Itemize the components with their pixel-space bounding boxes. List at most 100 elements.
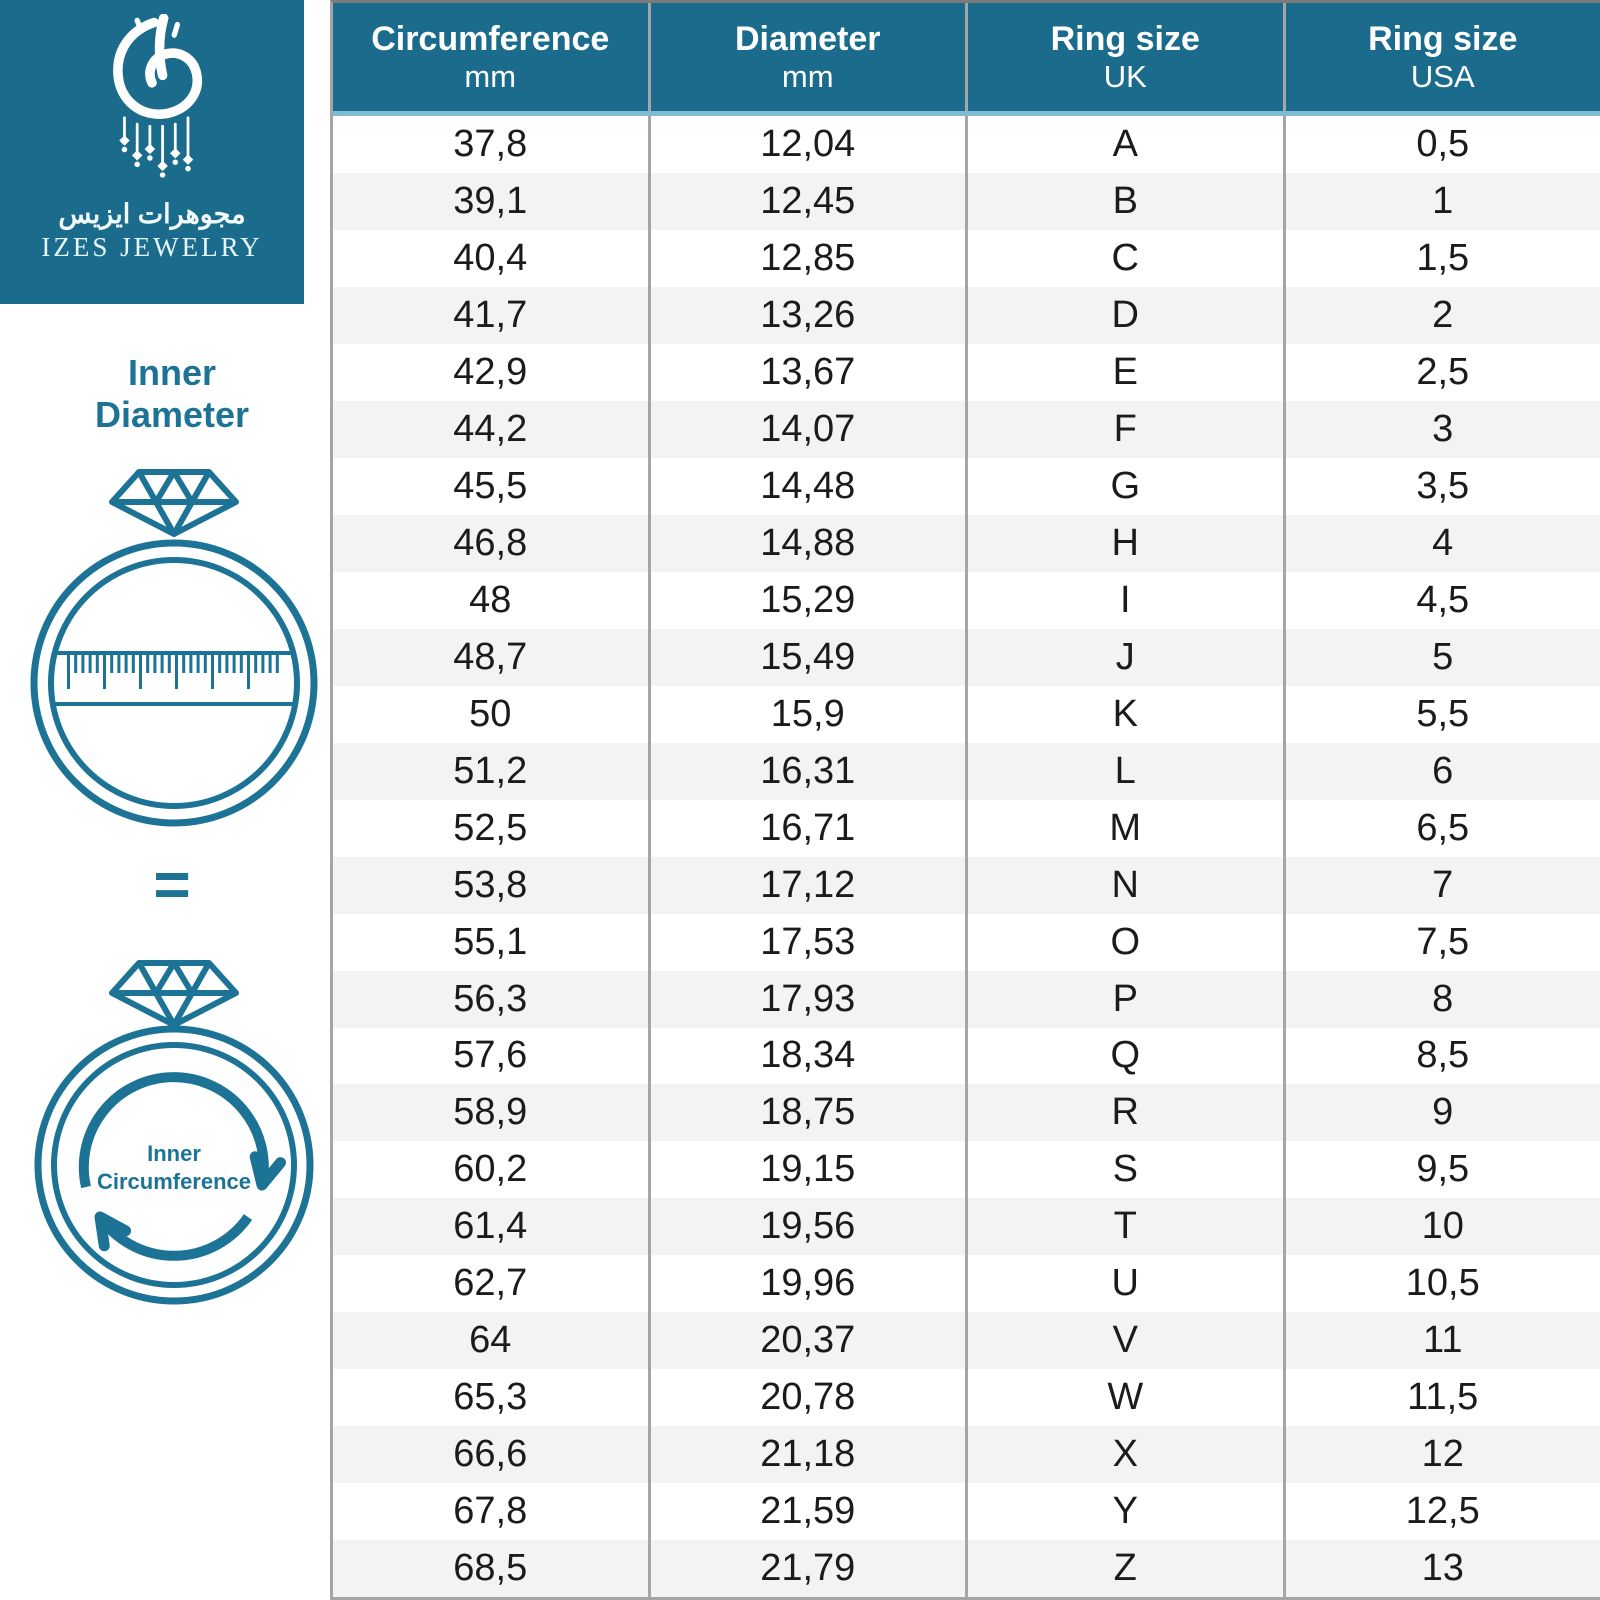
table-cell: 58,9 [453,1091,528,1134]
table-cell: 20,37 [647,1312,966,1370]
table-cell: 11,5 [1282,1369,1600,1427]
table-cell: 9,5 [1282,1141,1600,1199]
column-unit: mm [781,59,834,94]
table-row: 50 15,9 K 5,5 [333,685,1600,743]
table-cell: 61,4 [453,1205,528,1248]
table-cell: 6,5 [1282,799,1600,857]
table-cell: 14,07 [647,400,966,458]
table-cell: 3 [1282,400,1600,458]
brand-name-arabic: مجوهرات ايزيس [58,199,246,229]
table-cell: 41,7 [453,293,528,336]
table-cell: 19,56 [647,1198,966,1256]
table-cell: H [965,514,1283,572]
table-cell: Q [965,1027,1283,1085]
table-cell: 42,9 [453,350,528,393]
table-cell: 48,7 [453,635,528,678]
column-header-ring-size-usa: Ring size USA [1282,3,1600,111]
table-cell: 7,5 [1282,913,1600,971]
table-cell: J [965,628,1283,686]
table-row: 64 20,37 V 11 [333,1312,1600,1370]
ring-inner-diameter-icon [30,469,318,827]
table-row: 56,3 17,93 P 8 [333,970,1600,1028]
table-cell: Z [965,1540,1283,1598]
table-cell: 39,1 [453,179,528,222]
table-cell: 40,4 [453,236,528,279]
table-row: 66,6 21,18 X 12 [333,1426,1600,1484]
table-cell: 13,67 [647,343,966,401]
column-title: Circumference [371,20,610,58]
table-cell: 51,2 [453,749,528,792]
table-cell: 17,53 [647,913,966,971]
table-cell: 52,5 [453,806,528,849]
table-cell: 14,48 [647,457,966,515]
table-row: 45,5 14,48 G 3,5 [333,457,1600,515]
table-cell: S [965,1141,1283,1199]
table-row: 40,4 12,85 C 1,5 [333,229,1600,287]
table-cell: 1,5 [1282,229,1600,287]
table-cell: 8,5 [1282,1027,1600,1085]
table-cell: 9 [1282,1084,1600,1142]
table-row: 46,8 14,88 H 4 [333,514,1600,572]
table-cell: O [965,913,1283,971]
table-cell: Y [965,1483,1283,1541]
table-cell: R [965,1084,1283,1142]
table-cell: P [965,970,1283,1028]
table-cell: 48 [469,578,512,621]
table-cell: 2,5 [1282,343,1600,401]
table-cell: 62,7 [453,1262,528,1305]
table-cell: 20,78 [647,1369,966,1427]
table-row: 57,6 18,34 Q 8,5 [333,1027,1600,1085]
table-cell: 14,88 [647,514,966,572]
table-cell: 10,5 [1282,1255,1600,1313]
table-row: 67,8 21,59 Y 12,5 [333,1483,1600,1541]
table-header-row: Circumference mm Diameter mm Ring size U… [333,3,1600,116]
table-cell: 66,6 [453,1433,528,1476]
table-row: 55,1 17,53 O 7,5 [333,913,1600,971]
equals-sign: = [153,848,191,920]
table-row: 52,5 16,71 M 6,5 [333,799,1600,857]
table-cell: 15,49 [647,628,966,686]
table-row: 61,4 19,56 T 10 [333,1198,1600,1256]
inner-diameter-label: Inner Diameter [94,352,250,436]
table-cell: 6 [1282,742,1600,800]
table-cell: 0,5 [1282,116,1600,173]
table-cell: 57,6 [453,1034,528,1077]
table-cell: 60,2 [453,1148,528,1191]
table-cell: 19,96 [647,1255,966,1313]
table-cell: 44,2 [453,407,528,450]
table-cell: V [965,1312,1283,1370]
table-cell: 18,34 [647,1027,966,1085]
table-cell: 65,3 [453,1376,528,1419]
table-row: 60,2 19,15 S 9,5 [333,1141,1600,1199]
table-cell: 15,29 [647,571,966,629]
table-cell: I [965,571,1283,629]
table-cell: 55,1 [453,920,528,963]
table-cell: E [965,343,1283,401]
table-cell: 21,18 [647,1426,966,1484]
brand-logo: مجوهرات ايزيس IZES JEWELRY [0,0,304,304]
table-cell: 12,04 [647,116,966,173]
table-cell: 3,5 [1282,457,1600,515]
column-unit: mm [464,59,517,94]
table-cell: A [965,116,1283,173]
table-cell: 4,5 [1282,571,1600,629]
table-cell: 46,8 [453,521,528,564]
table-cell: 50 [469,692,512,735]
table-cell: 45,5 [453,464,528,507]
table-cell: 12,85 [647,229,966,287]
table-cell: 5,5 [1282,685,1600,743]
table-row: 37,8 12,04 A 0,5 [333,116,1600,173]
table-cell: 7 [1282,856,1600,914]
column-unit: UK [1103,59,1147,94]
table-cell: 12,45 [647,172,966,230]
inner-circumference-label-line1: Inner [147,1141,201,1166]
column-header-circumference: Circumference mm [333,3,648,111]
column-header-diameter: Diameter mm [647,3,966,111]
table-cell: W [965,1369,1283,1427]
table-row: 62,7 19,96 U 10,5 [333,1255,1600,1313]
table-cell: 10 [1282,1198,1600,1256]
table-cell: C [965,229,1283,287]
table-row: 53,8 17,12 N 7 [333,856,1600,914]
table-cell: 5 [1282,628,1600,686]
table-cell: 8 [1282,970,1600,1028]
